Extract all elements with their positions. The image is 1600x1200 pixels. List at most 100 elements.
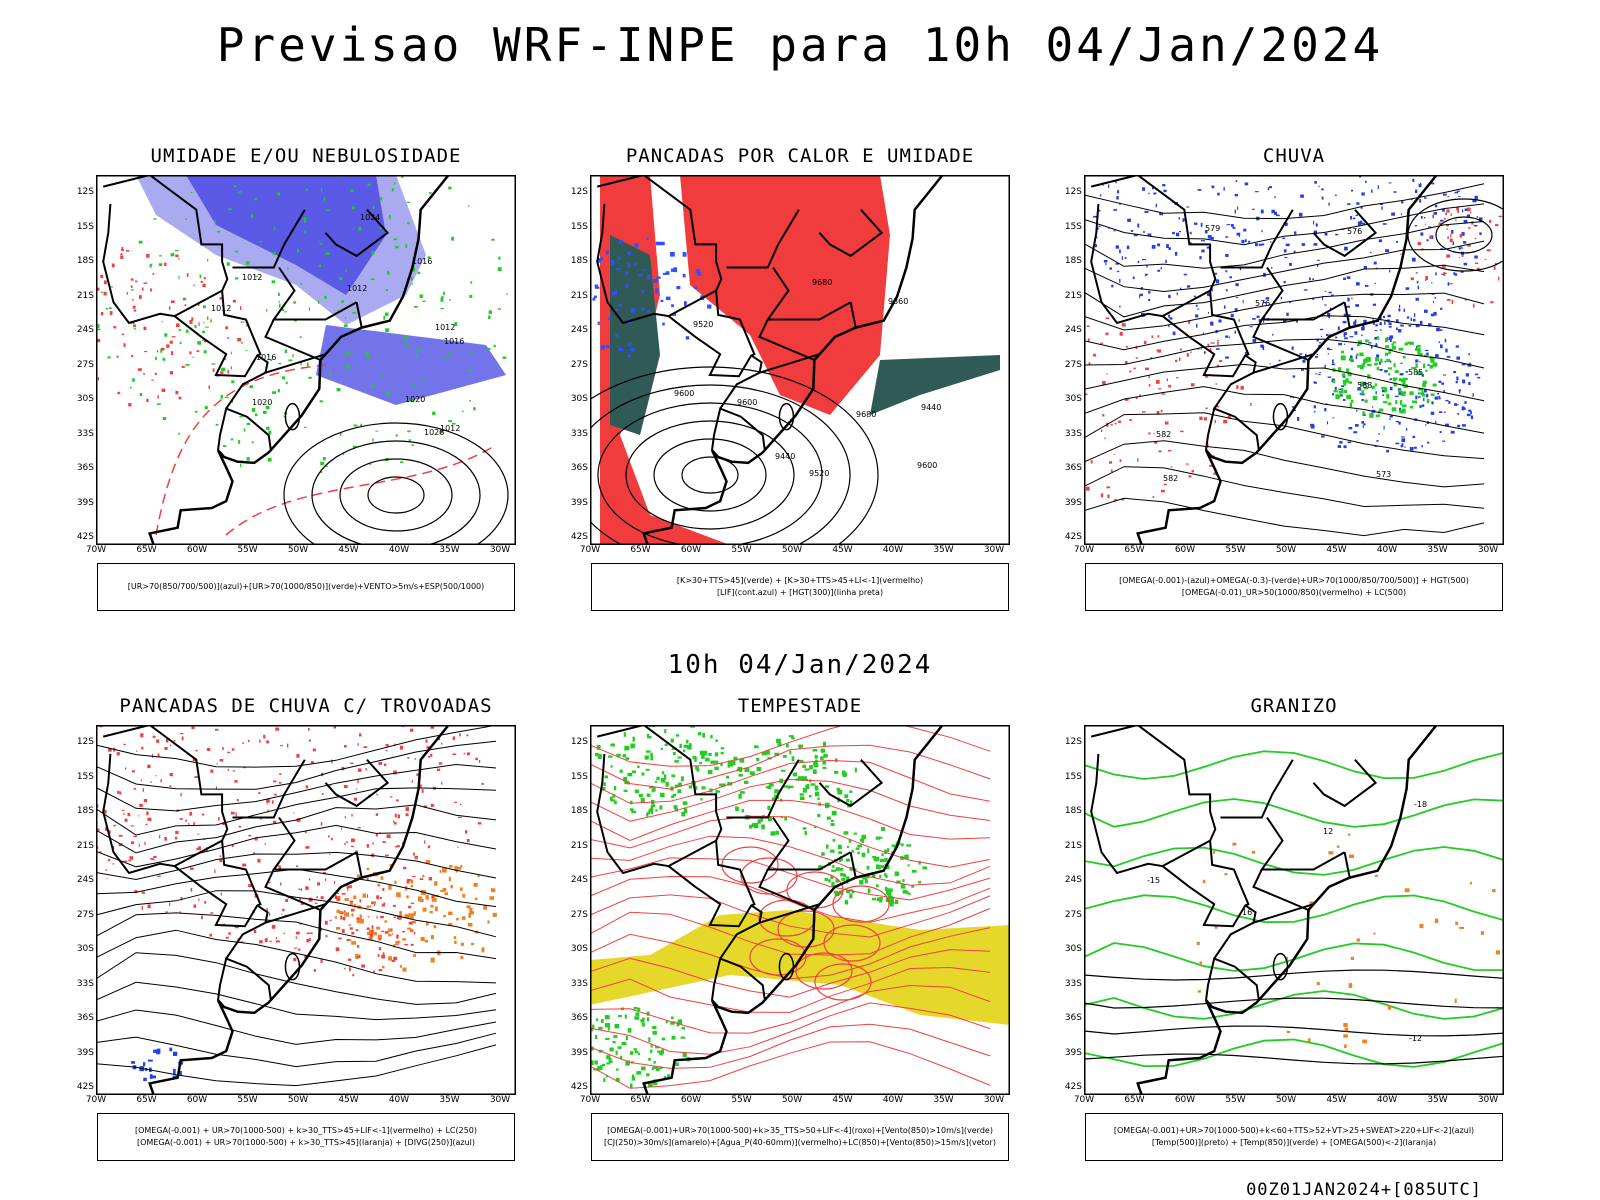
field-pixel xyxy=(271,924,276,929)
field-pixel xyxy=(1454,998,1457,1004)
field-pixel xyxy=(595,1035,598,1040)
field-pixel xyxy=(466,734,469,737)
field-pixel xyxy=(1342,380,1347,385)
field-pixel xyxy=(1283,320,1287,323)
field-pixel xyxy=(1235,180,1238,183)
field-pixel xyxy=(422,300,426,302)
field-pixel xyxy=(1430,411,1435,415)
field-pixel xyxy=(266,426,270,430)
lon-tick-label: 65W xyxy=(136,1095,157,1105)
field-pixel xyxy=(361,964,366,968)
field-pixel xyxy=(429,910,433,914)
field-pixel xyxy=(417,271,421,275)
field-pixel xyxy=(1385,345,1389,349)
field-pixel xyxy=(179,818,183,820)
field-pixel xyxy=(1130,230,1134,232)
field-pixel xyxy=(1337,445,1341,448)
field-pixel xyxy=(618,347,624,352)
lat-tick-label: 21S xyxy=(570,840,588,851)
field-pixel xyxy=(296,753,300,758)
field-pixel xyxy=(1350,347,1354,351)
field-pixel xyxy=(1217,340,1219,342)
country-border xyxy=(217,957,272,1001)
field-pixel xyxy=(108,748,112,752)
field-pixel xyxy=(1121,323,1126,327)
field-pixel xyxy=(202,330,205,334)
field-pixel xyxy=(407,757,410,759)
field-pixel xyxy=(349,965,351,969)
field-pixel xyxy=(178,328,181,331)
field-pixel xyxy=(346,885,350,889)
field-pixel xyxy=(409,399,414,402)
field-pixel xyxy=(1416,347,1421,352)
field-pixel xyxy=(1155,203,1157,208)
field-pixel xyxy=(1493,266,1496,270)
field-pixel xyxy=(336,909,340,913)
field-pixel xyxy=(1444,411,1446,414)
field-pixel xyxy=(1139,394,1142,397)
field-pixel xyxy=(356,918,361,924)
map-canvas xyxy=(590,725,1010,1095)
field-pixel xyxy=(643,269,646,272)
field-pixel xyxy=(1109,267,1113,270)
field-pixel xyxy=(721,783,726,787)
lat-tick-label: 24S xyxy=(76,325,94,335)
field-pixel xyxy=(1374,344,1378,347)
field-pixel xyxy=(1156,410,1160,415)
field-pixel xyxy=(448,911,453,915)
field-pixel xyxy=(1470,410,1472,415)
field-pixel xyxy=(299,898,301,900)
field-pixel xyxy=(845,858,850,862)
field-pixel xyxy=(744,780,749,784)
field-pixel xyxy=(1196,941,1200,945)
field-pixel xyxy=(197,833,200,835)
field-pixel xyxy=(1085,393,1088,396)
field-pixel xyxy=(1446,209,1450,213)
field-pixel xyxy=(911,885,915,888)
field-pixel xyxy=(147,764,151,769)
field-pixel xyxy=(1434,918,1439,924)
field-pixel xyxy=(681,1026,686,1030)
field-pixel xyxy=(1466,214,1470,217)
field-pixel xyxy=(1142,187,1146,191)
field-pixel xyxy=(1312,297,1315,300)
field-pixel xyxy=(1389,378,1393,381)
field-pixel xyxy=(212,368,215,372)
field-pixel xyxy=(604,775,609,779)
field-pixel xyxy=(408,913,414,918)
field-pixel xyxy=(781,769,786,772)
field-pixel xyxy=(209,933,213,937)
field-pixel xyxy=(269,912,271,917)
field-pixel xyxy=(154,372,157,376)
field-pixel xyxy=(483,905,488,910)
streamline xyxy=(96,1009,497,1045)
field-pixel xyxy=(351,206,355,210)
field-pixel xyxy=(694,756,697,762)
field-pixel xyxy=(1388,322,1392,326)
field-pixel xyxy=(1168,247,1171,250)
field-pixel xyxy=(614,309,619,312)
field-pixel xyxy=(130,278,134,281)
field-pixel xyxy=(1392,341,1396,344)
field-pixel xyxy=(1086,486,1090,491)
field-pixel xyxy=(1360,206,1363,209)
field-pixel xyxy=(228,932,231,935)
field-pixel xyxy=(594,284,599,288)
field-pixel xyxy=(350,189,354,192)
field-pixel xyxy=(1340,388,1344,392)
field-pixel xyxy=(393,916,396,919)
field-pixel xyxy=(320,822,323,826)
field-pixel xyxy=(1394,370,1399,374)
field-pixel xyxy=(1309,277,1311,281)
field-pixel xyxy=(190,887,193,892)
field-pixel xyxy=(1346,394,1352,399)
field-pixel xyxy=(633,1007,638,1010)
lon-tick-label: 30W xyxy=(1477,1095,1499,1105)
panel-chuva: CHUVA 588 585 582 579 576 573 582 576 [OMEGA(-0… xyxy=(1065,145,1564,615)
field-pixel xyxy=(248,884,252,888)
field-pixel xyxy=(606,1062,611,1065)
field-pixel xyxy=(1400,400,1403,406)
field-pixel xyxy=(1334,386,1337,390)
field-pixel xyxy=(371,901,374,905)
